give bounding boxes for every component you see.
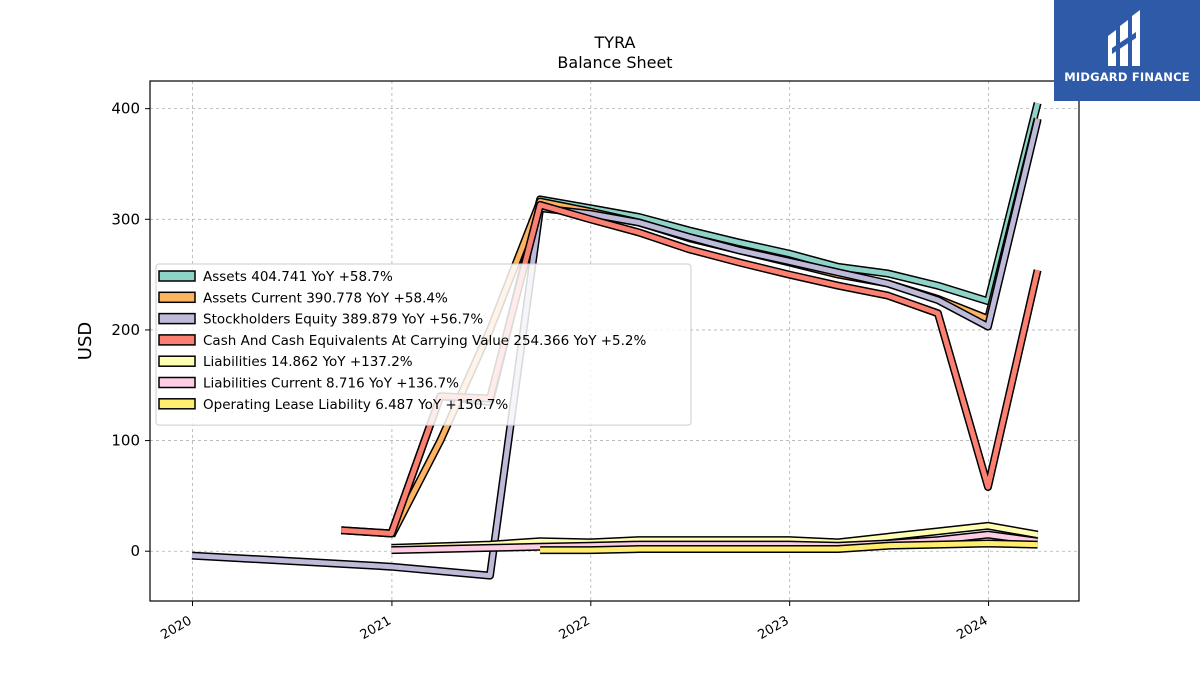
- logo-text: MIDGARD FINANCE: [1064, 70, 1190, 84]
- legend-label-6: Operating Lease Liability 6.487 YoY +150…: [203, 397, 508, 413]
- logo-mark-icon: [1108, 10, 1140, 66]
- legend-item-4: Liabilities 14.862 YoY +137.2%: [158, 354, 413, 370]
- legend-label-5: Liabilities Current 8.716 YoY +136.7%: [203, 376, 459, 392]
- x-axis-ticks: 2020 2021 2022 2023 2024: [158, 601, 991, 643]
- series-4: [391, 521, 1039, 552]
- series-lines: [191, 102, 1042, 580]
- legend-swatch-2: [158, 312, 196, 325]
- x-tick-label-2: 2022: [557, 613, 593, 643]
- y-axis-label: USD: [75, 322, 96, 360]
- legend-label-0: Assets 404.741 YoY +58.7%: [203, 269, 393, 285]
- legend-box: [155, 263, 692, 426]
- legend-label-2: Stockholders Equity 389.879 YoY +56.7%: [203, 312, 483, 328]
- legend-swatch-5: [158, 376, 196, 389]
- legend-label-3: Cash And Cash Equivalents At Carrying Va…: [203, 333, 647, 349]
- legend-swatch-0: [158, 270, 196, 282]
- y-tick-label-1: 100: [111, 432, 140, 450]
- y-tick-label-3: 300: [111, 210, 140, 228]
- legend-label-4: Liabilities 14.862 YoY +137.2%: [203, 354, 413, 370]
- legend-item-5: Liabilities Current 8.716 YoY +136.7%: [158, 376, 459, 392]
- legend-item-3: Cash And Cash Equivalents At Carrying Va…: [158, 333, 647, 349]
- x-tick-label-3: 2023: [756, 613, 792, 643]
- chart-subtitle: Balance Sheet: [557, 53, 672, 72]
- legend-swatch-6: [158, 398, 196, 410]
- series-6: [540, 539, 1038, 555]
- y-tick-label-4: 400: [111, 100, 140, 118]
- legend-swatch-3: [158, 334, 196, 346]
- legend-item-2: Stockholders Equity 389.879 YoY +56.7%: [158, 312, 483, 328]
- x-tick-label-4: 2024: [954, 613, 990, 643]
- legend: Assets 404.741 YoY +58.7% Assets Current …: [155, 263, 692, 426]
- legend-item-1: Assets Current 390.778 YoY +58.4%: [158, 290, 448, 306]
- y-tick-label-0: 0: [130, 542, 140, 560]
- series-line-6: [540, 541, 1038, 553]
- x-tick-label-1: 2021: [358, 613, 394, 643]
- chart-title: TYRA: [594, 33, 636, 52]
- legend-item-0: Assets 404.741 YoY +58.7%: [158, 269, 393, 285]
- legend-item-6: Operating Lease Liability 6.487 YoY +150…: [158, 397, 508, 413]
- legend-swatch-4: [158, 355, 196, 367]
- series-line-2: [191, 119, 1041, 579]
- y-tick-label-2: 200: [111, 321, 140, 339]
- x-tick-label-0: 2020: [158, 613, 194, 643]
- series-line-4: [391, 523, 1039, 551]
- y-axis-ticks: 0 100 200 300 400: [111, 100, 150, 560]
- legend-swatch-1: [158, 291, 196, 304]
- series-2: [191, 118, 1042, 580]
- legend-label-1: Assets Current 390.778 YoY +58.4%: [203, 290, 448, 306]
- plot-frame: [149, 80, 1080, 602]
- midgard-finance-logo: MIDGARD FINANCE: [1054, 0, 1200, 101]
